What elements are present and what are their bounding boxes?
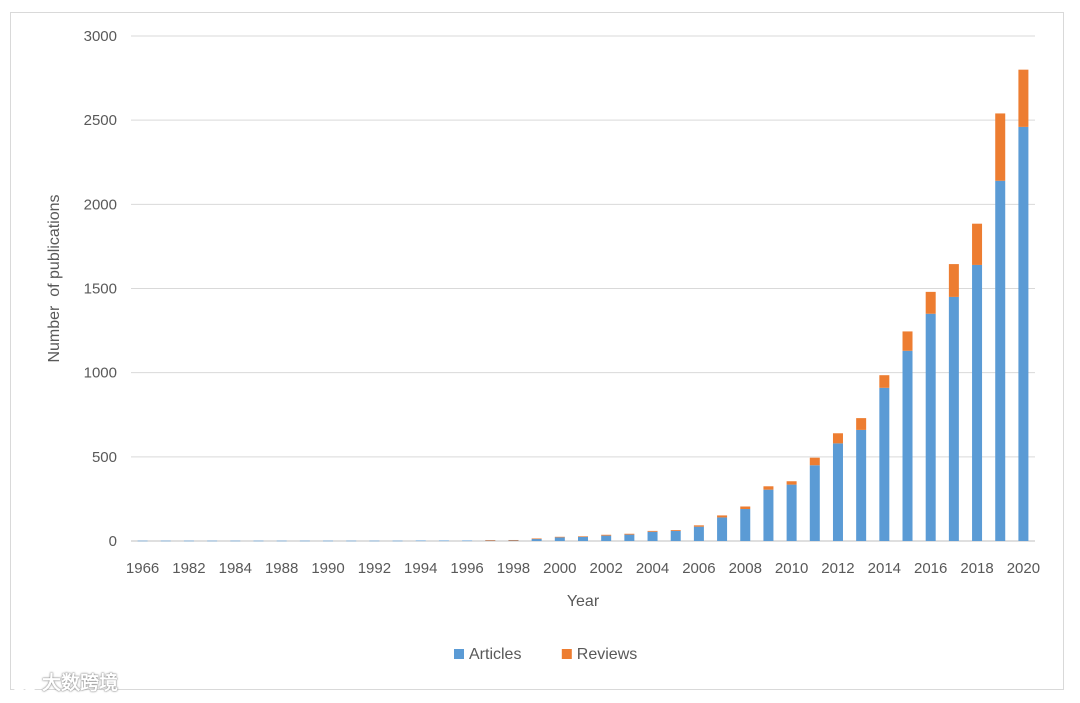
bar-reviews (531, 538, 542, 540)
x-tick-label: 2008 (729, 560, 762, 577)
x-tick-label: 1990 (311, 560, 344, 577)
bar-reviews (624, 533, 635, 535)
bar-articles (647, 531, 658, 541)
x-axis-title: Year (567, 593, 600, 610)
bar-articles (253, 540, 264, 542)
bar-reviews (717, 515, 728, 518)
bar-reviews (763, 486, 774, 490)
chart-frame: 0 500 1000 1500 2000 2500 3000 1966 1982 1984 1988… (10, 12, 1064, 690)
bar-articles (902, 350, 913, 541)
legend-swatch-reviews (561, 649, 572, 659)
legend-label-articles: Articles (469, 646, 521, 663)
watermark-text: 大数跨境 (42, 673, 119, 694)
x-tick-label: 2002 (589, 560, 622, 577)
y-tick-label: 1500 (84, 281, 117, 298)
bar-reviews (948, 264, 959, 297)
bar-reviews (832, 433, 843, 444)
bar-articles (531, 538, 542, 541)
bar-articles (369, 540, 380, 542)
bar-articles (1018, 126, 1029, 542)
y-tick-label: 0 (109, 533, 117, 550)
bar-articles (578, 536, 588, 541)
y-tick-label: 1000 (84, 365, 117, 382)
bar-articles (323, 540, 334, 542)
x-tick-label: 2020 (1007, 560, 1040, 577)
bar-reviews (693, 525, 704, 527)
bar-articles (392, 540, 403, 542)
bar-articles (717, 517, 728, 541)
bar-articles (763, 489, 774, 541)
bar-reviews (740, 506, 751, 510)
bar-reviews (925, 291, 936, 314)
bar-reviews (601, 534, 612, 536)
bar-reviews (670, 530, 681, 531)
x-tick-label: 1988 (265, 560, 298, 577)
y-tick-label: 500 (92, 449, 117, 466)
bar-articles (346, 540, 357, 542)
bar-articles (693, 526, 704, 541)
logo-icon (12, 676, 38, 692)
bar-articles (160, 540, 171, 542)
x-tick-label: 2004 (636, 560, 669, 577)
bar-articles (856, 429, 867, 541)
bar-reviews (902, 331, 913, 351)
bar-articles (462, 540, 473, 542)
bar-articles (207, 540, 218, 542)
x-tick-label: 2000 (543, 560, 576, 577)
bar-articles (670, 530, 681, 541)
bar-articles (137, 540, 148, 542)
y-tick-label: 2500 (84, 112, 117, 129)
bar-articles (438, 540, 449, 542)
x-tick-label: 2018 (960, 560, 993, 577)
bar-articles (879, 387, 890, 541)
bar-reviews (972, 223, 983, 265)
bar-articles (183, 540, 194, 542)
bar-articles (299, 540, 310, 542)
bar-reviews (1018, 69, 1029, 127)
x-tick-label: 1966 (126, 560, 159, 577)
x-tick-label: 1994 (404, 560, 437, 577)
bar-articles (948, 296, 959, 541)
bar-articles (276, 540, 287, 542)
bar-articles (740, 509, 751, 541)
bar-articles (995, 180, 1006, 541)
x-tick-label: 2014 (868, 560, 901, 577)
bar-reviews (508, 539, 519, 541)
x-tick-label: 1982 (172, 560, 205, 577)
watermark: 大数跨境 (12, 668, 118, 695)
bar-articles (809, 465, 820, 541)
bar-articles (624, 534, 635, 541)
bar-reviews (995, 113, 1006, 181)
bar-reviews (485, 540, 496, 541)
bar-reviews (647, 530, 658, 532)
bar-articles (415, 540, 426, 542)
bar-reviews (786, 481, 797, 485)
bar-articles (601, 535, 612, 541)
bar-chart: 0 500 1000 1500 2000 2500 3000 1966 1982 1984 1988… (46, 28, 1040, 663)
x-tick-label: 2010 (775, 560, 808, 577)
bar-reviews (879, 375, 890, 388)
bar-articles (972, 264, 983, 541)
x-tick-label: 1998 (497, 560, 530, 577)
x-tick-label: 1996 (450, 560, 483, 577)
bar-articles (786, 484, 797, 541)
y-tick-label: 2000 (84, 196, 117, 213)
bar-articles (925, 313, 936, 541)
y-tick-label: 3000 (84, 28, 117, 45)
y-axis-title: Number of publications (46, 194, 63, 362)
x-tick-label: 1984 (219, 560, 252, 577)
x-tick-label: 2006 (682, 560, 715, 577)
bar-reviews (578, 536, 588, 537)
legend-swatch-articles (454, 649, 464, 659)
bar-articles (554, 537, 565, 541)
bar-articles (230, 540, 241, 542)
bar-reviews (554, 536, 565, 538)
bar-reviews (809, 457, 820, 466)
x-tick-label: 2016 (914, 560, 947, 577)
x-tick-label: 1992 (358, 560, 391, 577)
bar-articles (832, 443, 843, 541)
x-tick-label: 2012 (821, 560, 854, 577)
legend-label-reviews: Reviews (577, 646, 637, 663)
bar-reviews (856, 418, 867, 430)
